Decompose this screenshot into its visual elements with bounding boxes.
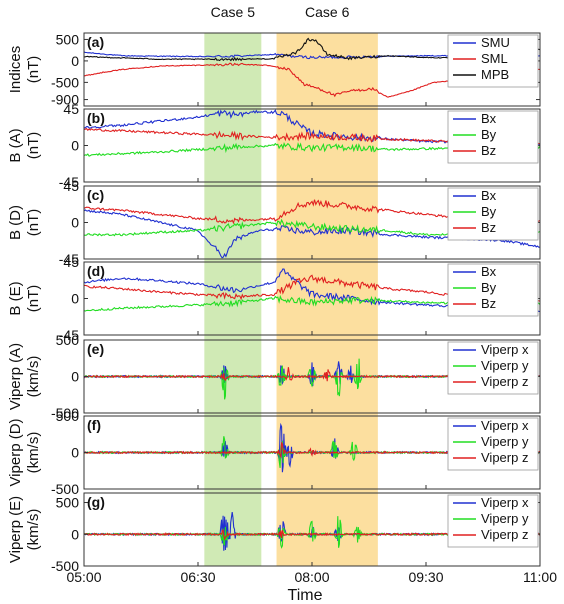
legend-label: Viperp z (481, 374, 528, 389)
legend-label: SMU (481, 35, 510, 50)
y-tick-label: -45 (59, 327, 79, 343)
y-tick-label: 45 (63, 254, 79, 270)
y-axis-label: B (D) (7, 205, 24, 240)
y-tick-label: 45 (63, 178, 79, 194)
y-tick-label: -500 (51, 481, 79, 497)
y-tick-label: 0 (71, 369, 79, 385)
x-tick-label: 08:00 (294, 569, 329, 585)
x-tick-label: 11:00 (523, 569, 557, 585)
legend-label: SML (481, 51, 508, 66)
y-tick-label: 0 (71, 291, 79, 307)
y-axis-label: Viperp (E) (7, 496, 24, 563)
y-tick-label: 0 (71, 138, 79, 154)
y-axis-label: (nT) (25, 56, 42, 84)
highlight-band (204, 33, 262, 566)
y-axis-label: Viperp (D) (7, 418, 24, 486)
y-axis-label: B (A) (7, 128, 24, 162)
x-tick-label: 05:00 (66, 569, 101, 585)
y-tick-label: -900 (51, 92, 79, 108)
y-tick-label: 0 (71, 526, 79, 542)
y-tick-label: 500 (56, 408, 80, 424)
panel-tag: (f) (87, 417, 101, 433)
y-tick-label: -45 (59, 251, 79, 267)
y-tick-label: 500 (56, 31, 80, 47)
legend-label: Viperp y (481, 434, 529, 449)
y-tick-label: 45 (63, 101, 79, 117)
panel-tag: (c) (87, 187, 104, 203)
y-axis-label: (nT) (25, 132, 42, 160)
highlight-label: Case 6 (305, 4, 350, 20)
highlight-band (276, 33, 378, 566)
y-tick-label: -500 (51, 74, 79, 90)
y-axis-label: (km/s) (25, 432, 42, 474)
legend-label: Viperp x (481, 342, 529, 357)
legend-label: Bx (481, 111, 497, 126)
x-tick-label: 09:30 (408, 569, 443, 585)
y-tick-label: 0 (71, 215, 79, 231)
legend-label: Bz (481, 143, 496, 158)
y-tick-label: 500 (56, 495, 80, 511)
legend-label: Viperp z (481, 527, 528, 542)
legend-label: By (481, 280, 497, 295)
legend-label: Viperp x (481, 495, 529, 510)
y-axis-label: (nT) (25, 209, 42, 237)
y-axis-label: Viperp (A) (7, 343, 24, 410)
panel-tag: (a) (87, 34, 104, 50)
y-axis-label: Indices (7, 46, 24, 94)
y-axis-label: (km/s) (25, 509, 42, 551)
y-tick-label: -45 (59, 174, 79, 190)
legend-label: Viperp y (481, 358, 529, 373)
legend-label: Bz (481, 296, 496, 311)
panel-tag: (b) (87, 110, 105, 126)
legend-label: Bx (481, 264, 497, 279)
legend-label: Bz (481, 220, 496, 235)
y-axis-label: (km/s) (25, 356, 42, 398)
panel-tag: (d) (87, 263, 105, 279)
x-axis-label: Time (288, 587, 323, 604)
x-axis: 05:00 06:30 08:00 09:30 11:00 (66, 102, 557, 585)
legend-label: Bx (481, 188, 497, 203)
x-tick-label: 06:30 (180, 569, 215, 585)
legend-label: By (481, 127, 497, 142)
y-axis-label: (nT) (25, 285, 42, 313)
y-axis-label: B (E) (7, 281, 24, 315)
y-tick-label: 0 (71, 445, 79, 461)
y-tick-label: 500 (56, 332, 80, 348)
y-tick-label: -500 (51, 405, 79, 421)
legend-label: By (481, 204, 497, 219)
y-tick-label: 0 (71, 53, 79, 69)
legend-label: Viperp x (481, 418, 529, 433)
panel-tag: (g) (87, 494, 105, 510)
legend-label: Viperp z (481, 450, 528, 465)
legend-label: MPB (481, 67, 509, 82)
panel-tag: (e) (87, 341, 104, 357)
highlight-label: Case 5 (211, 4, 256, 20)
y-tick-label: -500 (51, 558, 79, 574)
legend-label: Viperp y (481, 511, 529, 526)
